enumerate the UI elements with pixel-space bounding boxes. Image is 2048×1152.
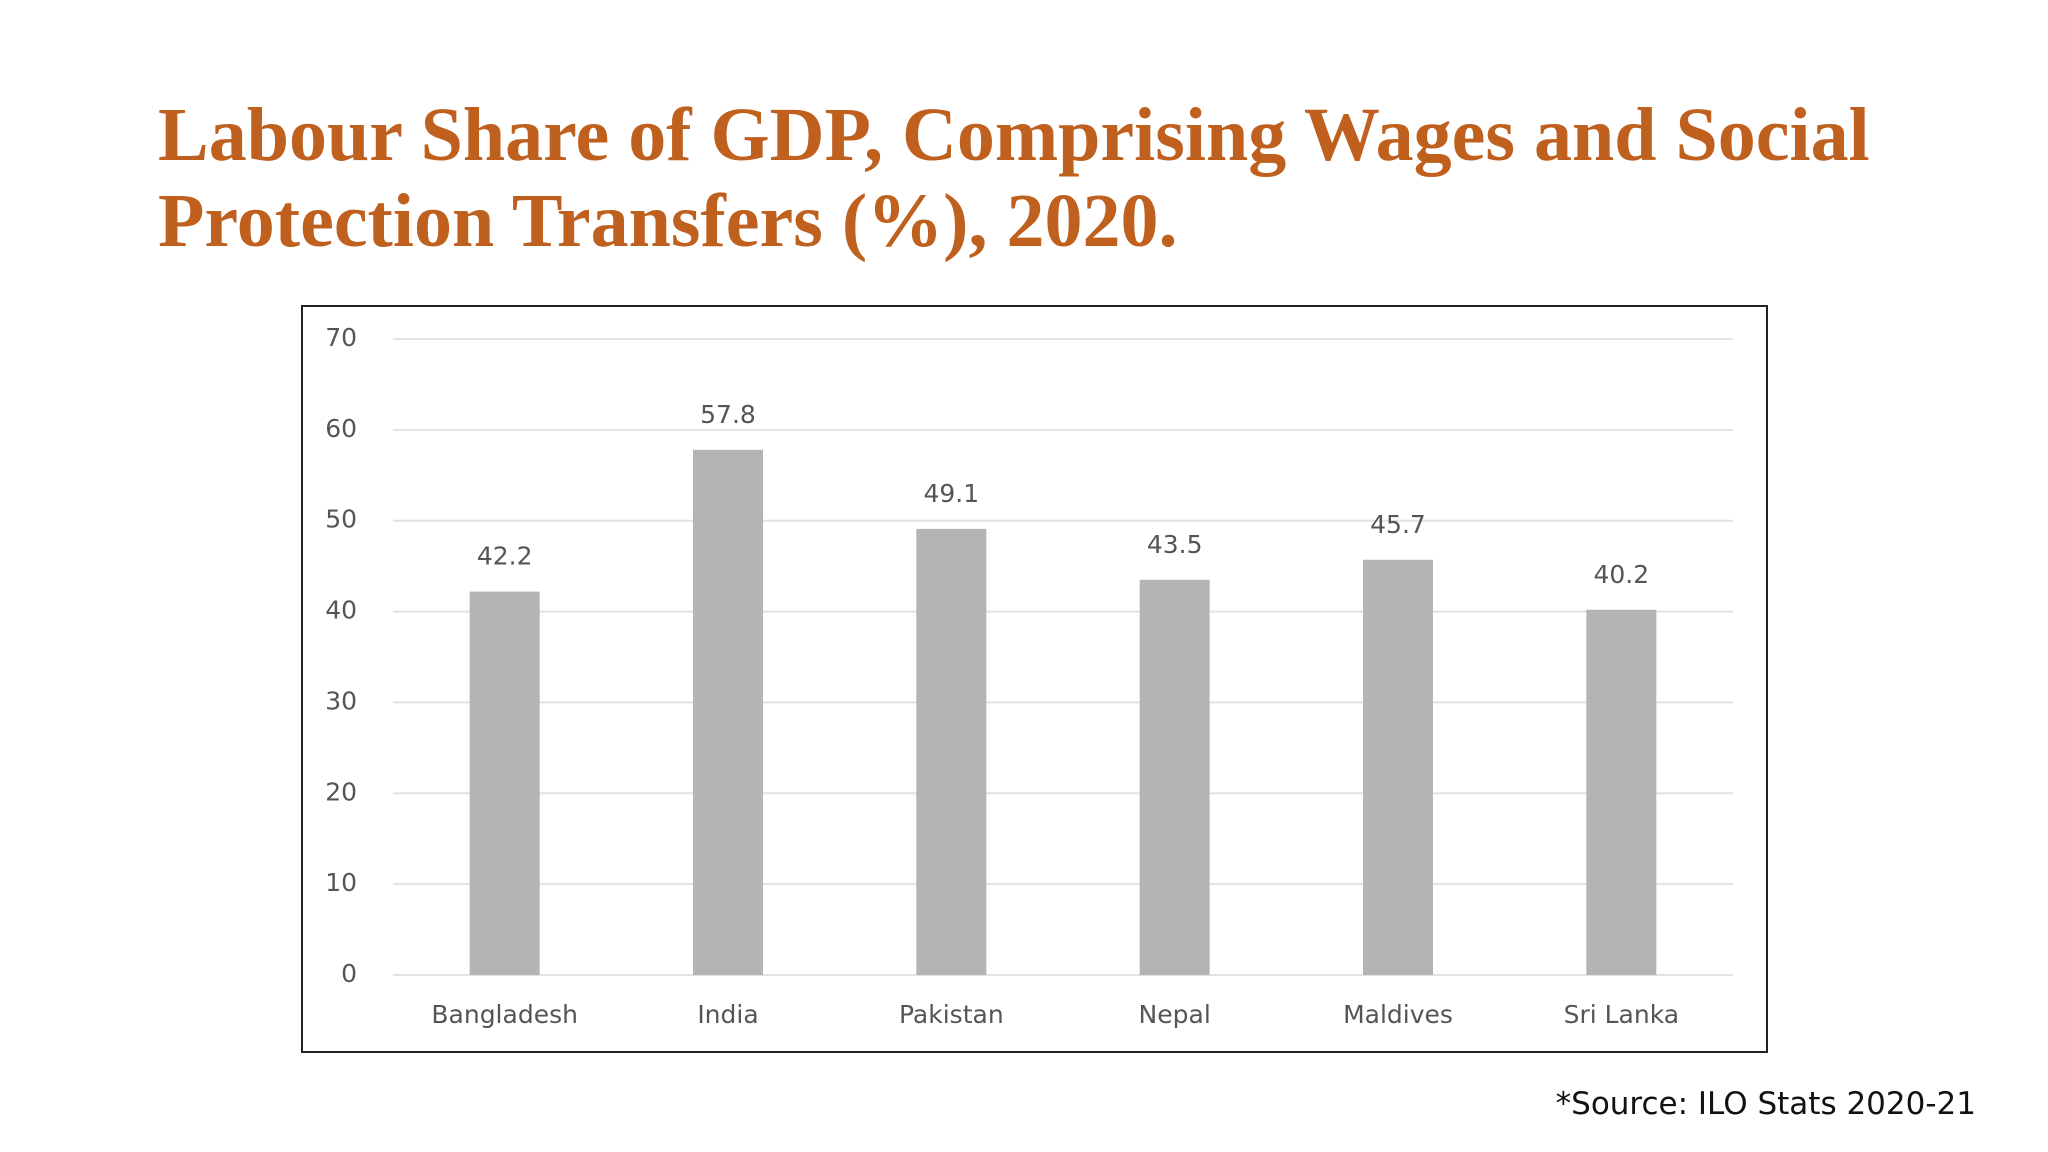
data-label: 45.7 (1370, 510, 1426, 539)
y-tick-label: 10 (325, 868, 357, 897)
data-label: 42.2 (477, 542, 533, 571)
data-label: 43.5 (1147, 530, 1203, 559)
x-tick-label: India (697, 1000, 758, 1029)
chart-title: Labour Share of GDP, Comprising Wages an… (158, 93, 1870, 263)
x-tick-label: Pakistan (899, 1000, 1004, 1029)
x-tick-label: Nepal (1139, 1000, 1211, 1029)
x-tick-label: Sri Lanka (1564, 1000, 1680, 1029)
bar (1363, 559, 1433, 975)
y-tick-label: 40 (325, 596, 357, 625)
y-tick-label: 50 (325, 505, 357, 534)
y-tick-label: 70 (325, 323, 357, 352)
y-tick-label: 60 (325, 414, 357, 443)
x-tick-label: Bangladesh (431, 1000, 578, 1029)
bar (693, 449, 763, 975)
source-note: *Source: ILO Stats 2020-21 (1555, 1086, 1976, 1122)
data-label: 57.8 (700, 400, 756, 429)
data-label: 40.2 (1593, 560, 1649, 589)
data-label: 49.1 (923, 479, 979, 508)
y-tick-label: 0 (341, 959, 357, 988)
y-tick-label: 20 (325, 777, 357, 806)
x-tick-label: Maldives (1343, 1000, 1453, 1029)
bar (1139, 579, 1210, 975)
y-tick-label: 30 (325, 686, 357, 715)
chart-frame (301, 305, 1768, 1053)
bar (1586, 609, 1657, 975)
bar (916, 528, 987, 975)
bar (469, 591, 540, 975)
